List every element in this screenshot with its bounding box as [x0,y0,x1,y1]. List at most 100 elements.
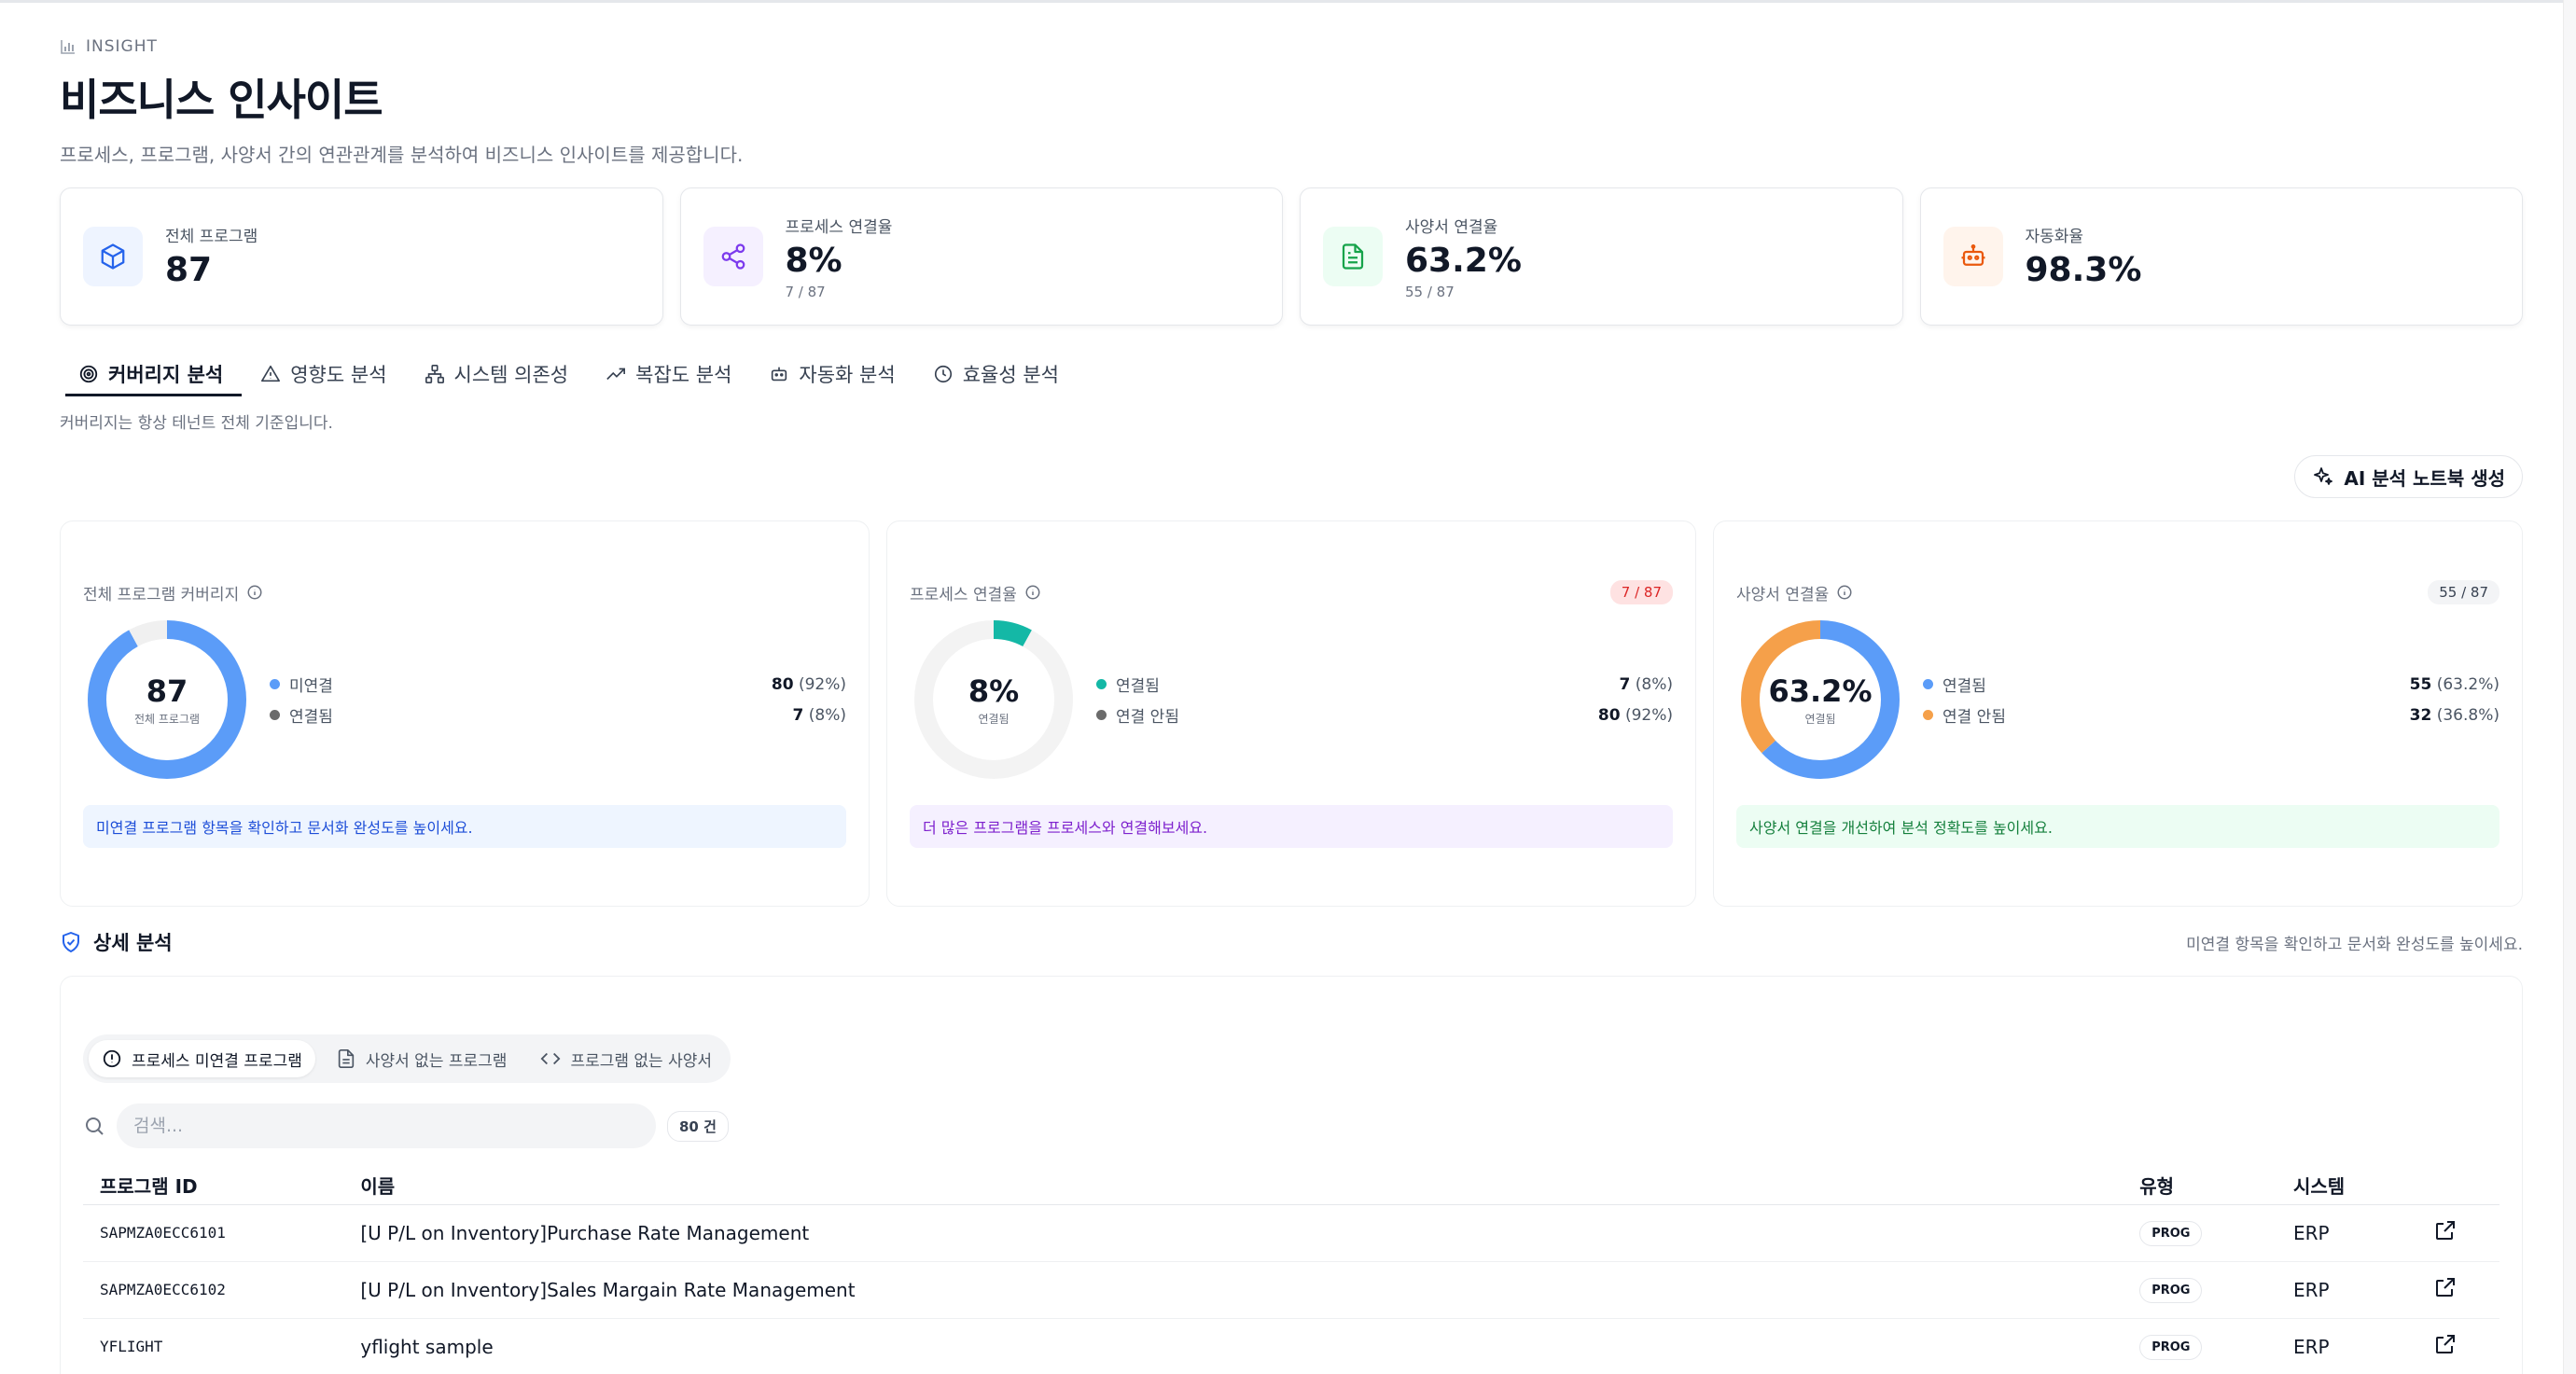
chart-legend: 연결됨 55 (63.2%) 연결 안됨 32 (36.8%) [1923,669,2499,730]
legend-label: 미연결 [289,677,333,696]
table-row[interactable]: SAPMZA0ECC6102 [U P/L on Inventory]Sales… [83,1261,2499,1319]
donut-center: 87 전체 프로그램 [83,616,251,784]
donut-chart: 63.2% 연결됨 [1736,616,1904,784]
code-icon [540,1052,561,1065]
info-icon[interactable] [1024,584,1041,601]
chart-header: 사양서 연결율 55 / 87 [1736,577,2499,607]
external-link-icon[interactable] [2434,1219,2457,1242]
analysis-tabs: 커버리지 분석 영향도 분석 시스템 의존성 복잡도 분석 [60,352,2523,396]
stat-label: 전체 프로그램 [165,227,258,246]
tab-label: 자동화 분석 [799,364,896,386]
donut-center-label: 연결됨 [1804,712,1836,726]
network-icon [425,365,444,383]
donut-slice [1741,620,1900,779]
legend-label-group: 연결됨 [270,703,333,727]
type-badge: PROG [2139,1335,2203,1360]
legend-row: 연결됨 7 (8%) [1096,669,1673,700]
legend-row: 미연결 80 (92%) [270,669,846,700]
bar-chart-icon [61,40,75,54]
share-icon [721,243,745,270]
chart-legend: 미연결 80 (92%) 연결됨 7 (8%) [270,669,846,730]
stat-icon-box [83,227,143,286]
info-icon[interactable] [1836,584,1853,601]
detail-title: 상세 분석 [60,928,173,956]
chart-title-group: 전체 프로그램 커버리지 [83,581,263,604]
donut-chart: 8% 연결됨 [910,616,1078,784]
chart-body: 8% 연결됨 연결됨 7 (8%) 연결 안됨 80 (92%) [910,611,1673,788]
column-header-name[interactable]: 이름 [360,1167,2140,1205]
chart-title-group: 사양서 연결율 [1736,581,1853,604]
legend-percent: (36.8%) [2436,705,2499,725]
table-body: SAPMZA0ECC6101 [U P/L on Inventory]Purch… [83,1204,2499,1374]
ai-notebook-button[interactable]: AI 분석 노트북 생성 [2294,455,2523,498]
column-header-type[interactable]: 유형 [2139,1167,2293,1205]
tab-system-dependency[interactable]: 시스템 의존성 [406,352,588,396]
legend-count: 32 [2409,705,2432,725]
cell-system: ERP [2292,1204,2434,1262]
table-row[interactable]: YFLIGHT yflight sample PROG ERP [83,1318,2499,1374]
external-link-icon[interactable] [2434,1333,2457,1355]
search-input[interactable] [117,1103,656,1148]
tab-label: 커버리지 분석 [108,364,224,386]
tab-coverage[interactable]: 커버리지 분석 [60,352,243,396]
table-row[interactable]: SAPMZA0ECC6101 [U P/L on Inventory]Purch… [83,1204,2499,1262]
info-icon[interactable] [246,584,263,601]
stat-value: 87 [165,250,213,289]
column-header-system[interactable]: 시스템 [2292,1167,2434,1205]
table-header-row: 프로그램 ID 이름 유형 시스템 [83,1167,2499,1205]
donut-center-label: 전체 프로그램 [133,712,201,726]
cell-action [2433,1204,2499,1262]
chart-title: 프로세스 연결율 [910,585,1017,604]
type-badge: PROG [2139,1221,2203,1246]
donut-center-value: 8% [968,673,1020,709]
legend-dot [270,679,280,689]
cell-program-id: SAPMZA0ECC6101 [83,1204,361,1262]
shield-check-icon [63,932,79,952]
subtab-unlinked-programs[interactable]: 프로세스 미연결 프로그램 [89,1040,315,1077]
legend-label: 연결 안됨 [1942,708,2006,727]
clock-icon [934,365,952,383]
page-scrollbar[interactable] [2563,0,2576,1374]
stat-card-process-link-rate: 프로세스 연결율 8% 7 / 87 [679,187,1283,326]
chart-tip: 더 많은 프로그램을 프로세스와 연결해보세요. [910,805,1673,848]
cube-icon [101,243,125,270]
stat-icon-box [703,227,763,286]
donut-slice [914,620,1073,779]
subtab-programs-without-spec[interactable]: 사양서 없는 프로그램 [323,1040,521,1077]
alert-circle-icon [103,1049,121,1068]
tab-automation[interactable]: 자동화 분석 [750,352,913,396]
legend-value: 80 (92%) [772,675,846,694]
chart-body: 63.2% 연결됨 연결됨 55 (63.2%) 연결 안됨 32 (36.8%… [1736,611,2499,788]
tab-efficiency[interactable]: 효율성 분석 [914,352,1078,396]
legend-row: 연결 안됨 32 (36.8%) [1923,700,2499,730]
cell-system: ERP [2292,1261,2434,1319]
tab-label: 복잡도 분석 [635,364,732,386]
legend-dot [1096,710,1107,720]
legend-percent: (92%) [1624,705,1673,725]
tab-impact[interactable]: 영향도 분석 [242,352,405,396]
stat-icon-box [1942,227,2003,286]
cell-program-id: SAPMZA0ECC6102 [83,1261,361,1319]
stat-card-total-programs: 전체 프로그램 87 [60,187,663,326]
tab-label: 시스템 의존성 [453,364,569,386]
detail-title-text: 상세 분석 [93,932,173,954]
donut-center-value: 87 [146,673,188,709]
coverage-charts: 전체 프로그램 커버리지 87 전체 프로그램 미연결 80 (92%) [60,520,2523,907]
stat-value: 63.2% [1405,241,1522,280]
legend-dot [270,710,280,720]
type-badge: PROG [2139,1278,2203,1303]
chart-card: 사양서 연결율 55 / 87 63.2% 연결됨 연결됨 55 (63.2%) [1713,520,2523,907]
tab-complexity[interactable]: 복잡도 분석 [587,352,750,396]
legend-count: 80 [1597,705,1621,725]
column-header-program-id[interactable]: 프로그램 ID [83,1167,361,1205]
cell-system: ERP [2292,1318,2434,1374]
stat-sub: 55 / 87 [1405,283,1455,300]
detail-subtabs: 프로세스 미연결 프로그램 사양서 없는 프로그램 프로그램 없는 사양서 [83,1034,731,1083]
subtab-specs-without-program[interactable]: 프로그램 없는 사양서 [527,1040,725,1077]
cell-type: PROG [2139,1318,2293,1374]
chart-badge: 7 / 87 [1609,580,1673,604]
chart-title-group: 프로세스 연결율 [910,581,1041,604]
external-link-icon[interactable] [2434,1276,2457,1298]
result-count-badge: 80 건 [667,1110,729,1142]
legend-label: 연결됨 [1942,677,1986,696]
